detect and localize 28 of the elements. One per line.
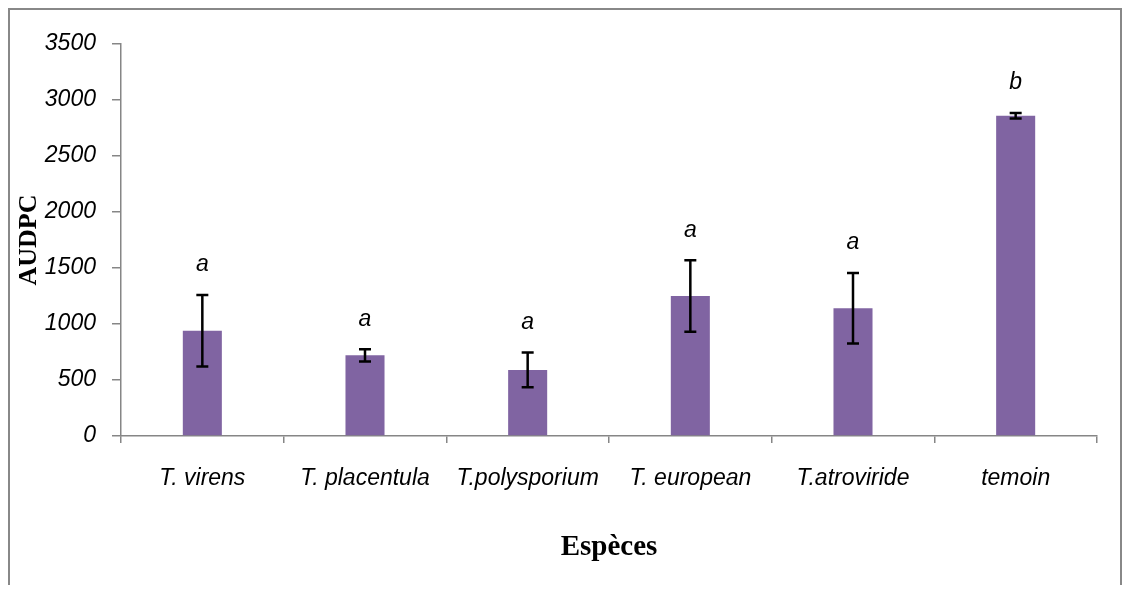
x-tick-label: T. placentula (300, 464, 430, 491)
x-axis-title: Espèces (560, 529, 658, 562)
annotation: a (358, 304, 372, 331)
x-tick-label: temoin (981, 464, 1051, 491)
x-tick-label: T. european (629, 464, 752, 491)
annotation: b (1009, 68, 1023, 95)
x-tick-label: T. virens (159, 464, 246, 491)
annotation: a (846, 228, 860, 255)
y-tick-label: 2000 (43, 197, 97, 224)
x-tick-label: T.atroviride (796, 464, 910, 491)
y-tick-label: 3000 (44, 85, 97, 112)
y-tick-label: 0 (83, 421, 97, 448)
y-tick-label: 2500 (43, 141, 97, 168)
annotation: a (195, 250, 209, 277)
y-tick-label: 500 (57, 365, 97, 392)
bar (182, 330, 222, 436)
bar (345, 355, 385, 436)
bar (833, 308, 873, 436)
x-tick-label: T.polysporium (456, 464, 599, 491)
y-tick-label: 1000 (44, 309, 97, 336)
y-tick-label: 1500 (44, 253, 97, 280)
bar (508, 369, 548, 436)
bar (670, 296, 710, 436)
y-tick-label: 3500 (44, 29, 97, 56)
y-axis-title: AUDPC (13, 194, 43, 286)
bar (996, 115, 1036, 436)
annotation: a (521, 307, 535, 334)
annotation: a (683, 215, 697, 242)
